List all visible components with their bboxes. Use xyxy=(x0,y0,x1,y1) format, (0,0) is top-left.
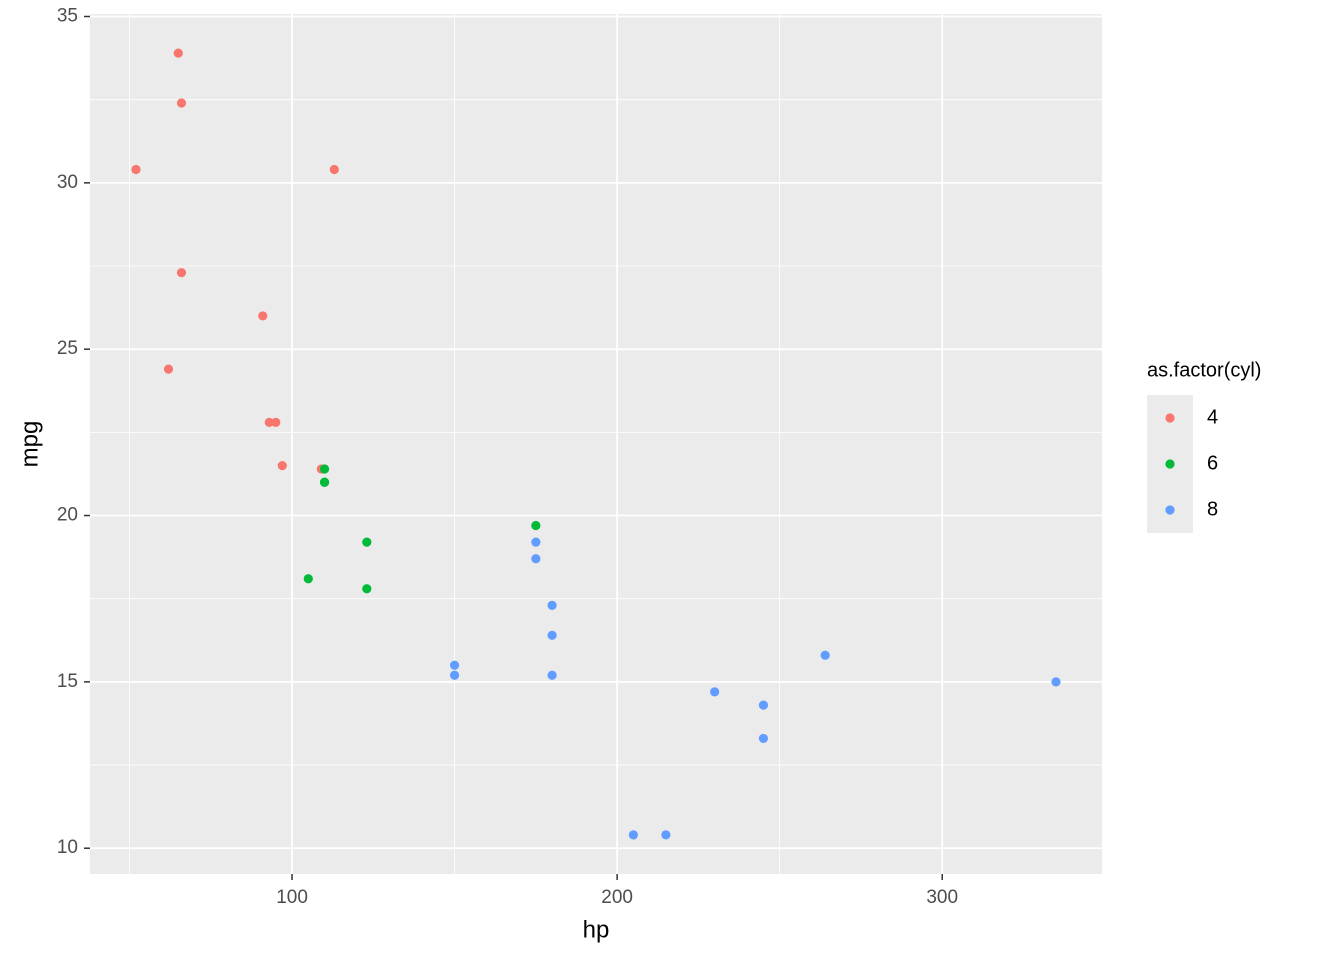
legend-label: 8 xyxy=(1207,498,1218,520)
point xyxy=(329,164,339,175)
point xyxy=(449,660,460,670)
x-tick-label: 100 xyxy=(276,887,308,908)
point xyxy=(531,520,541,531)
point xyxy=(176,98,187,108)
y-tick-label: 25 xyxy=(57,338,78,359)
point xyxy=(362,584,372,594)
legend-key xyxy=(1165,413,1175,423)
y-tick-label: 20 xyxy=(57,505,78,526)
point xyxy=(547,670,557,680)
y-tick-label: 35 xyxy=(57,6,78,27)
panel xyxy=(90,14,1102,874)
x-axis-title: hp xyxy=(583,916,610,943)
y-tick-label: 10 xyxy=(57,837,78,858)
point xyxy=(131,164,141,175)
point xyxy=(258,311,268,321)
point xyxy=(449,670,460,680)
point xyxy=(820,650,830,660)
point xyxy=(264,417,274,427)
plot: 100 200 300 10 15 20 25 30 35 4 6 8 xyxy=(57,6,1218,909)
point xyxy=(710,687,720,697)
legend-key xyxy=(1165,459,1175,469)
x-tick-label: 300 xyxy=(926,887,958,908)
point xyxy=(319,477,330,487)
point xyxy=(531,537,541,547)
point xyxy=(547,600,557,610)
point xyxy=(176,268,187,278)
point xyxy=(277,461,287,471)
point xyxy=(758,700,769,710)
point xyxy=(661,830,671,840)
legend-label: 4 xyxy=(1207,406,1218,428)
point xyxy=(173,48,183,58)
legend-title: as.factor(cyl) xyxy=(1147,359,1261,381)
point xyxy=(531,554,541,564)
y-tick-label: 15 xyxy=(57,671,78,692)
legend-label: 6 xyxy=(1207,452,1218,474)
point xyxy=(303,574,313,584)
point xyxy=(271,417,281,427)
point xyxy=(758,733,769,744)
point xyxy=(319,464,330,474)
legend-key xyxy=(1165,505,1175,515)
y-axis-title: mpg xyxy=(16,421,43,468)
point xyxy=(547,630,557,640)
y-tick-label: 30 xyxy=(57,172,78,193)
x-tick-label: 200 xyxy=(601,887,633,908)
point xyxy=(362,537,372,547)
point xyxy=(163,364,174,374)
point xyxy=(628,830,638,840)
point xyxy=(1051,677,1061,687)
